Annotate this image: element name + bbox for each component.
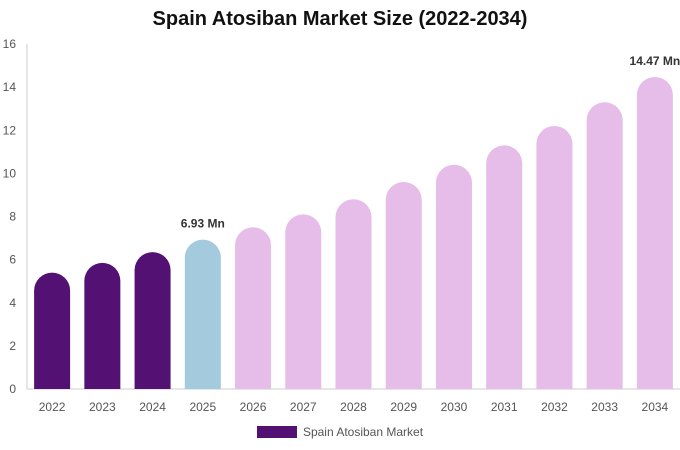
bar-2023 — [84, 262, 121, 389]
bar-2024 — [134, 252, 171, 389]
y-tick-label: 16 — [3, 37, 17, 51]
bar-2026 — [235, 227, 272, 389]
x-tick-label: 2033 — [591, 400, 618, 414]
y-tick-label: 0 — [9, 382, 16, 396]
y-tick-label: 8 — [9, 210, 16, 224]
y-tick-label: 4 — [9, 296, 16, 310]
x-tick-label: 2026 — [240, 400, 267, 414]
data-label-2034: 14.47 Mn — [630, 54, 680, 68]
bar-2033 — [586, 102, 623, 389]
x-tick-label: 2034 — [642, 400, 669, 414]
chart-title: Spain Atosiban Market Size (2022-2034) — [152, 8, 528, 30]
bar-2027 — [285, 214, 322, 389]
x-tick-label: 2022 — [39, 400, 66, 414]
x-tick-label: 2032 — [541, 400, 568, 414]
legend: Spain Atosiban Market — [0, 425, 680, 439]
x-tick-label: 2028 — [340, 400, 367, 414]
bar-2032 — [536, 125, 573, 389]
legend-swatch — [256, 426, 297, 438]
x-tick-label: 2024 — [139, 400, 166, 414]
x-tick-label: 2025 — [189, 400, 216, 414]
x-tick-label: 2023 — [89, 400, 116, 414]
bar-2022 — [34, 272, 71, 389]
bar-2031 — [486, 145, 523, 389]
bar-2030 — [435, 164, 472, 389]
bar-2029 — [385, 182, 422, 389]
x-tick-label: 2030 — [441, 400, 468, 414]
y-tick-label: 10 — [3, 166, 17, 180]
x-tick-label: 2031 — [491, 400, 518, 414]
x-tick-label: 2027 — [290, 400, 317, 414]
y-tick-label: 12 — [3, 123, 17, 137]
x-tick-label: 2029 — [390, 400, 417, 414]
bar-2034 — [636, 76, 673, 389]
bar-2025 — [184, 239, 221, 389]
legend-label: Spain Atosiban Market — [302, 425, 424, 439]
y-tick-label: 14 — [3, 80, 17, 94]
y-tick-label: 2 — [9, 339, 16, 353]
bar-2028 — [335, 199, 372, 389]
y-tick-label: 6 — [9, 253, 16, 267]
data-label-2025: 6.93 Mn — [181, 217, 225, 231]
